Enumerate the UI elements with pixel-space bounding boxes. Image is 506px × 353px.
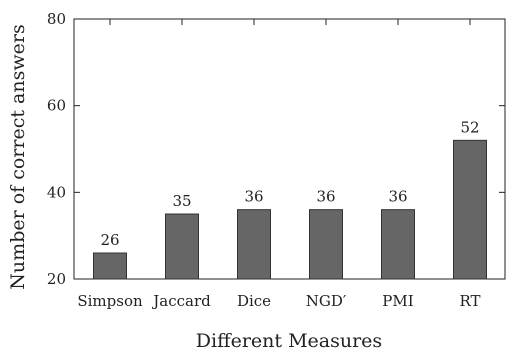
bar [453, 139, 487, 280]
y-tick-label: 20 [47, 270, 66, 288]
bar-value-label: 35 [172, 192, 191, 210]
x-axis: Simpson Jaccard Dice NGD′ PMI RT [77, 19, 481, 310]
x-axis-title: Different Measures [196, 330, 382, 352]
bar [309, 209, 343, 280]
bar-value-label: 52 [460, 118, 479, 136]
bar-value-label: 26 [100, 231, 119, 249]
x-tick-label: NGD′ [306, 292, 347, 310]
bar-value-label: 36 [316, 188, 335, 206]
data-labels: 26 35 36 36 36 52 [100, 118, 479, 249]
bar [93, 252, 127, 280]
x-tick-label: Dice [237, 292, 271, 310]
y-tick-label: 40 [47, 183, 66, 201]
bar [237, 209, 271, 280]
x-tick-label: Simpson [77, 292, 143, 310]
x-tick-label: RT [459, 292, 480, 310]
y-axis-title: Number of correct answers [7, 24, 29, 289]
bar [381, 209, 415, 280]
plot-frame [73, 18, 506, 280]
bar-series [93, 139, 487, 280]
y-tick-label: 60 [47, 97, 66, 115]
y-tick-label: 80 [47, 10, 66, 28]
bar-value-label: 36 [244, 188, 263, 206]
x-tick-label: PMI [382, 292, 413, 310]
bar-value-label: 36 [388, 188, 407, 206]
x-tick-label: Jaccard [151, 292, 211, 310]
bar [165, 213, 199, 280]
y-axis: 20 40 60 80 [47, 10, 505, 288]
